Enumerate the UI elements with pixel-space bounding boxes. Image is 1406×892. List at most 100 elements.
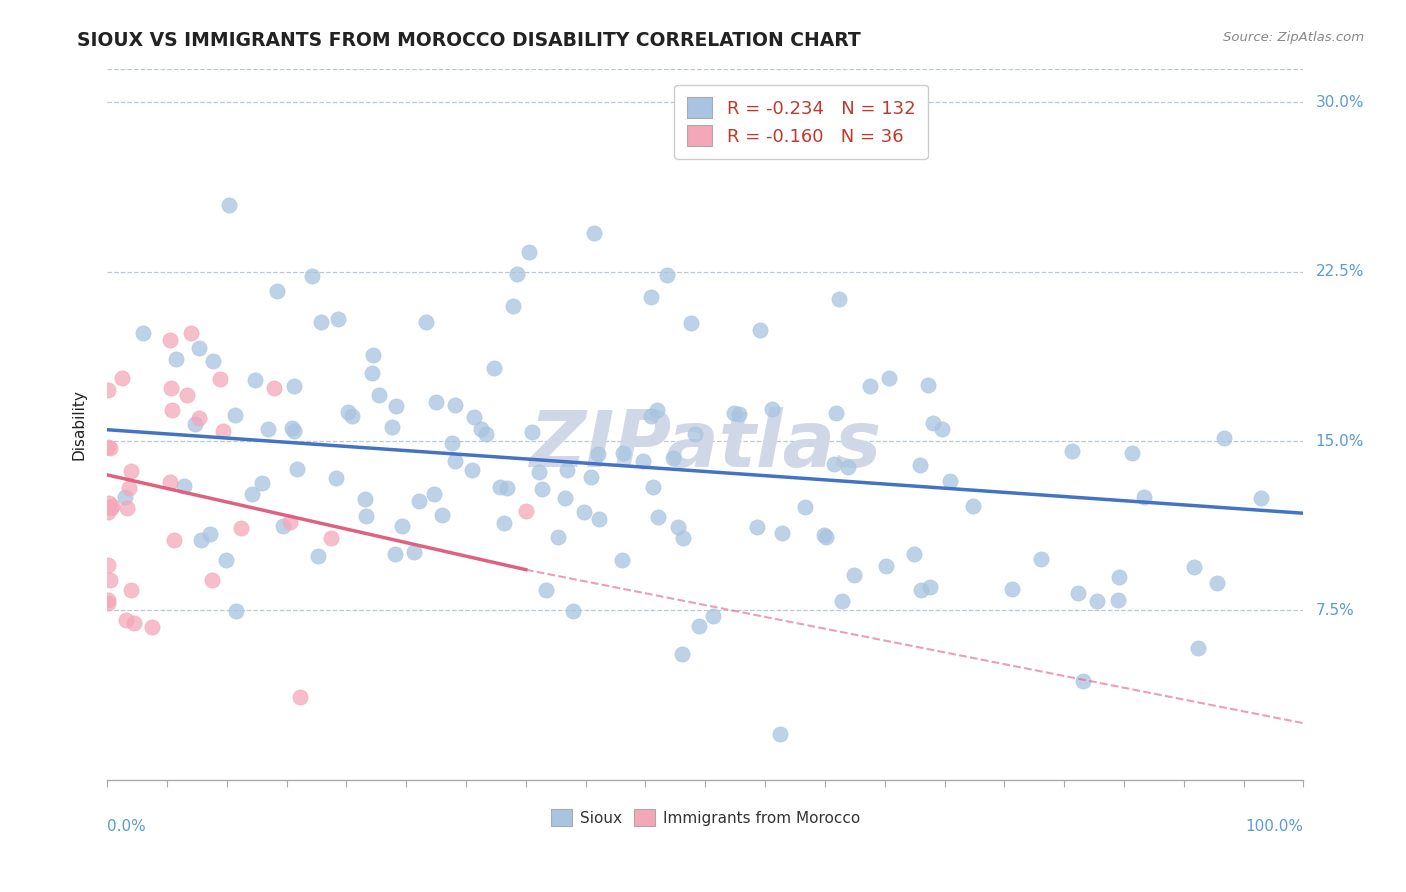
Point bbox=[402, 544, 425, 558]
Point bbox=[337, 404, 360, 418]
Point bbox=[190, 533, 212, 547]
Point bbox=[908, 458, 931, 473]
Point bbox=[307, 549, 329, 563]
Point bbox=[647, 403, 669, 417]
Point bbox=[492, 516, 515, 530]
Text: 0.0%: 0.0% bbox=[107, 819, 146, 834]
Point bbox=[470, 422, 492, 436]
Point bbox=[245, 373, 267, 387]
Point bbox=[114, 613, 136, 627]
Point bbox=[1250, 491, 1272, 505]
Point bbox=[1067, 586, 1090, 600]
Point bbox=[910, 582, 932, 597]
Point bbox=[200, 527, 222, 541]
Point bbox=[385, 400, 408, 414]
Point bbox=[422, 487, 444, 501]
Point bbox=[159, 333, 181, 347]
Point bbox=[1001, 582, 1024, 596]
Point bbox=[475, 427, 498, 442]
Point bbox=[1062, 444, 1084, 458]
Point bbox=[517, 245, 540, 260]
Point bbox=[97, 441, 120, 455]
Point bbox=[101, 500, 124, 514]
Point bbox=[321, 531, 343, 545]
Point bbox=[281, 421, 304, 435]
Point bbox=[176, 387, 198, 401]
Point bbox=[120, 583, 142, 598]
Point bbox=[1187, 640, 1209, 655]
Point bbox=[381, 420, 404, 434]
Point bbox=[547, 529, 569, 543]
Point bbox=[250, 476, 273, 491]
Point bbox=[672, 531, 695, 545]
Point bbox=[231, 521, 253, 535]
Point bbox=[325, 471, 347, 485]
Point bbox=[111, 370, 134, 384]
Point bbox=[202, 353, 225, 368]
Point bbox=[749, 323, 772, 337]
Point bbox=[1213, 431, 1236, 445]
Point bbox=[271, 519, 294, 533]
Point bbox=[917, 378, 939, 392]
Point bbox=[529, 465, 551, 479]
Point bbox=[761, 401, 783, 416]
Point bbox=[242, 487, 264, 501]
Point bbox=[361, 366, 384, 380]
Point bbox=[98, 574, 121, 588]
Point bbox=[460, 463, 482, 477]
Point bbox=[283, 424, 305, 438]
Point bbox=[224, 408, 246, 422]
Point bbox=[647, 510, 669, 524]
Point bbox=[141, 620, 163, 634]
Point bbox=[828, 292, 851, 306]
Point bbox=[1121, 446, 1143, 460]
Point bbox=[640, 409, 662, 423]
Point bbox=[301, 269, 323, 284]
Point bbox=[1182, 559, 1205, 574]
Point bbox=[842, 567, 865, 582]
Text: 100.0%: 100.0% bbox=[1246, 819, 1303, 834]
Text: 15.0%: 15.0% bbox=[1316, 434, 1364, 449]
Point bbox=[918, 580, 941, 594]
Point bbox=[1108, 570, 1130, 584]
Point bbox=[441, 435, 464, 450]
Point bbox=[582, 226, 605, 240]
Point bbox=[201, 573, 224, 587]
Point bbox=[97, 558, 120, 573]
Point bbox=[769, 727, 792, 741]
Point bbox=[825, 406, 848, 420]
Point bbox=[97, 383, 120, 397]
Point bbox=[184, 417, 207, 431]
Point bbox=[215, 552, 238, 566]
Point bbox=[120, 464, 142, 478]
Point bbox=[793, 500, 815, 514]
Point bbox=[657, 268, 679, 282]
Point bbox=[97, 505, 120, 519]
Point bbox=[97, 597, 120, 611]
Point bbox=[530, 483, 553, 497]
Point bbox=[290, 690, 312, 704]
Point bbox=[354, 491, 377, 506]
Point bbox=[1071, 674, 1094, 689]
Text: ZIPatlas: ZIPatlas bbox=[529, 408, 882, 483]
Point bbox=[666, 520, 689, 534]
Point bbox=[875, 558, 897, 573]
Point bbox=[688, 619, 710, 633]
Point bbox=[391, 518, 413, 533]
Point bbox=[159, 475, 181, 489]
Point bbox=[266, 285, 288, 299]
Point bbox=[367, 388, 389, 402]
Point bbox=[962, 500, 984, 514]
Point bbox=[572, 505, 595, 519]
Point bbox=[770, 526, 793, 541]
Point bbox=[823, 457, 845, 471]
Point bbox=[1085, 593, 1108, 607]
Point bbox=[218, 198, 240, 212]
Point bbox=[1029, 552, 1052, 566]
Point bbox=[681, 316, 703, 330]
Point bbox=[612, 553, 634, 567]
Point bbox=[495, 481, 517, 495]
Point bbox=[97, 593, 120, 607]
Text: SIOUX VS IMMIGRANTS FROM MOROCCO DISABILITY CORRELATION CHART: SIOUX VS IMMIGRANTS FROM MOROCCO DISABIL… bbox=[77, 31, 860, 50]
Point bbox=[837, 459, 859, 474]
